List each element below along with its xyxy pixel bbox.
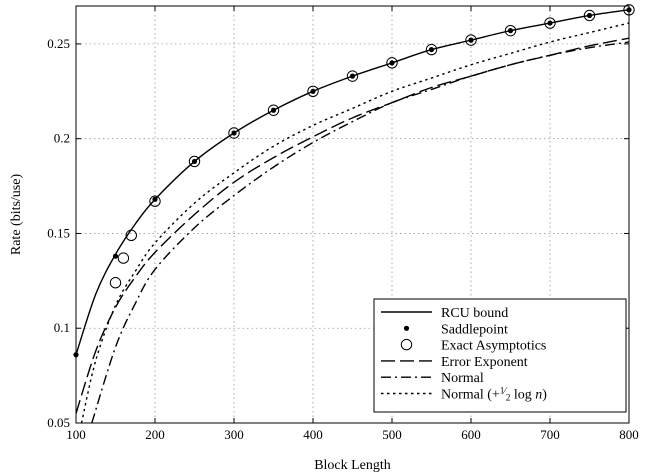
legend-label: Error Exponent: [441, 355, 528, 370]
x-axis-label: Block Length: [314, 458, 391, 473]
legend-item: Normal: [381, 371, 484, 386]
series-1-point: [349, 73, 356, 79]
series-2-point: [425, 43, 438, 56]
series-2-point: [386, 57, 398, 69]
x-tick-label: 200: [145, 427, 165, 442]
y-tick-label: 0.2: [54, 131, 70, 146]
legend-label: RCU bound: [441, 306, 508, 321]
legend-item: RCU bound: [381, 306, 508, 321]
legend-box: [373, 298, 627, 413]
series-2-point: [109, 277, 122, 289]
series-1-point: [112, 253, 119, 259]
series-2-point: [117, 252, 130, 264]
x-tick-label: 400: [303, 427, 323, 442]
y-tick-label: 0.15: [47, 225, 70, 240]
series-1-point: [152, 196, 158, 202]
series-2-point: [346, 70, 359, 82]
legend-item: Normal (+1⁄2 log n): [381, 386, 547, 403]
legend-label-part: ): [542, 388, 547, 403]
series-2-point: [267, 104, 280, 116]
series-1-point: [270, 107, 277, 113]
series-2-point: [504, 24, 517, 37]
series-2-point: [583, 9, 596, 22]
legend-sample-dot: [403, 325, 410, 331]
series-1-point: [428, 46, 435, 53]
series-2-point: [307, 85, 319, 97]
legend-label-part: n: [535, 388, 542, 403]
legend-label-part: log: [510, 388, 535, 403]
legend-sample-circle: [400, 338, 413, 351]
series-1-point: [547, 20, 553, 26]
series-2-point: [149, 195, 161, 207]
plot-frame: [75, 5, 630, 424]
series-2-point: [544, 17, 556, 29]
y-tick-label: 0.05: [47, 415, 70, 430]
legend-item: Exact Asymptotics: [400, 338, 546, 354]
series-1-point: [586, 12, 593, 19]
legend-label: Normal (+1⁄2 log n): [441, 386, 547, 403]
legend-label: Exact Asymptotics: [441, 339, 546, 354]
series-2-point: [228, 127, 240, 139]
y-tick-label: 0.25: [47, 36, 70, 51]
series-1-point: [310, 88, 316, 94]
x-tick-label: 500: [382, 427, 402, 442]
ticks: [75, 6, 630, 424]
series-layer: [73, 4, 635, 423]
series-2-point: [188, 155, 201, 168]
x-tick-label: 700: [540, 427, 560, 442]
series-1-point: [389, 60, 395, 66]
y-axis-label: Rate (bits/use): [9, 174, 24, 256]
x-tick-label: 100: [66, 427, 86, 442]
legend-label-part: 1: [500, 386, 505, 396]
series-1-point: [468, 37, 474, 43]
tick-labels: 100 200 300 400 500 600 700 800 0.05 0.1 0.15 0.2 0.…: [47, 36, 639, 442]
legend-label-part: ⁄: [502, 386, 508, 396]
x-tick-label: 600: [461, 427, 481, 442]
x-tick-label: 300: [224, 427, 244, 442]
series-1-point: [191, 158, 198, 165]
legend-item: Saddlepoint: [403, 322, 508, 337]
legend-label-part: 2: [506, 393, 511, 403]
series-1-point: [231, 130, 237, 136]
series-2-point: [125, 229, 138, 242]
x-tick-label: 800: [619, 427, 639, 442]
legend-label-part: Normal (+: [441, 388, 500, 403]
legend-label: Saddlepoint: [441, 322, 508, 337]
series-1-point: [507, 28, 514, 34]
legend-item: Error Exponent: [381, 355, 528, 370]
legend-label: Normal: [441, 371, 484, 386]
series-2-point: [465, 34, 477, 46]
y-tick-label: 0.1: [54, 320, 70, 335]
series-4-line: [91, 41, 629, 423]
